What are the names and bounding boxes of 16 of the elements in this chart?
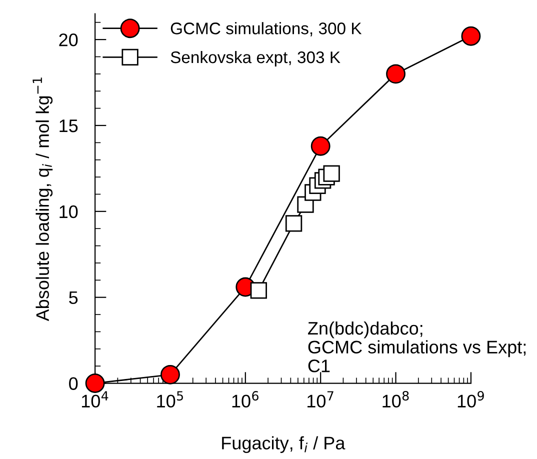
- annotation: Zn(bdc)dabco; GCMC simulations vs Expt; C1: [308, 321, 526, 372]
- x-tick-label: 10$^{4}$: [82, 391, 108, 408]
- y-tick-label: 20: [59, 33, 78, 46]
- x-tick-label: 10$^{9}$: [458, 391, 484, 408]
- x-tick-label: 10$^{8}$: [382, 391, 409, 408]
- x-tick-label: 10$^{6}$: [232, 391, 258, 408]
- x-tick-label: 10$^{7}$: [308, 391, 334, 408]
- y-tick-label: 0: [69, 377, 78, 390]
- legend-label: GCMC simulations, 300 K: [170, 22, 362, 36]
- y-tick-label: 15: [60, 120, 78, 132]
- y-tick-label: 10: [60, 205, 78, 218]
- x-axis-title: Fugacity, f$_{i}$ / Pa: [222, 436, 346, 454]
- legend-label: Senkovska expt, 303 K: [170, 50, 340, 67]
- y-tick-label: 5: [69, 291, 78, 304]
- x-tick-label: 10$^{5}$: [157, 391, 183, 408]
- y-axis-title: Absolute loading, q$_{i}$ / mol kg$^{−1}$: [32, 78, 53, 322]
